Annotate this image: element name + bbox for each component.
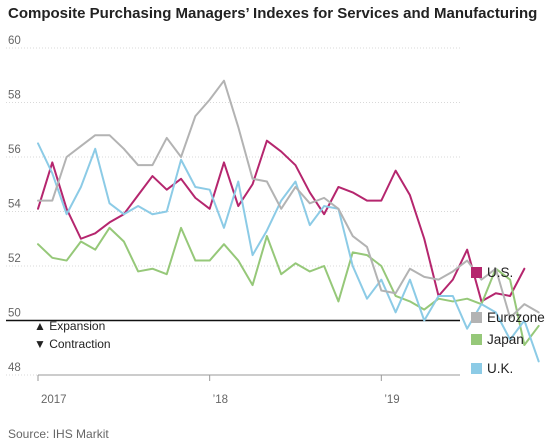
x-tick-label-1: ’18 [213, 394, 228, 406]
y-tick-label-48: 48 [8, 362, 21, 374]
y-tick-label-58: 58 [8, 90, 21, 102]
y-tick-label-60: 60 [8, 35, 21, 47]
chart-title: Composite Purchasing Managers’ Indexes f… [8, 5, 537, 22]
series-uk [37, 142, 540, 363]
legend-label: Japan [487, 332, 524, 347]
source-note: Source: IHS Markit [8, 427, 109, 441]
series-lines [37, 79, 540, 363]
legend-swatch [471, 334, 482, 345]
legend-swatch [471, 363, 482, 374]
series-line [37, 79, 540, 319]
x-tick-label-0: 2017 [41, 394, 67, 406]
series-line [37, 142, 540, 363]
series-line [37, 226, 540, 347]
series-line [37, 139, 526, 303]
legend-label: U.S. [487, 265, 513, 280]
y-axis-tick-labels: 48 50 52 54 56 58 60 [8, 35, 21, 374]
legend-swatch [471, 312, 482, 323]
series-eurozone [37, 79, 540, 319]
y-tick-label-50: 50 [8, 308, 21, 320]
x-tick-label-2: ’19 [384, 394, 399, 406]
series-us [37, 139, 526, 303]
expansion-annotation: ▲ Expansion [34, 319, 105, 333]
y-tick-label-54: 54 [8, 199, 21, 211]
y-tick-label-52: 52 [8, 253, 21, 265]
legend-label: U.K. [487, 361, 513, 376]
legend-label: Eurozone [487, 310, 545, 325]
legend: U.S. Eurozone Japan U.K. [471, 265, 545, 376]
x-axis-ticks: 2017 ’18 ’19 [37, 374, 460, 406]
contraction-annotation: ▼ Contraction [34, 337, 111, 351]
y-tick-label-56: 56 [8, 144, 21, 156]
series-japan [37, 226, 540, 347]
legend-swatch [471, 267, 482, 278]
